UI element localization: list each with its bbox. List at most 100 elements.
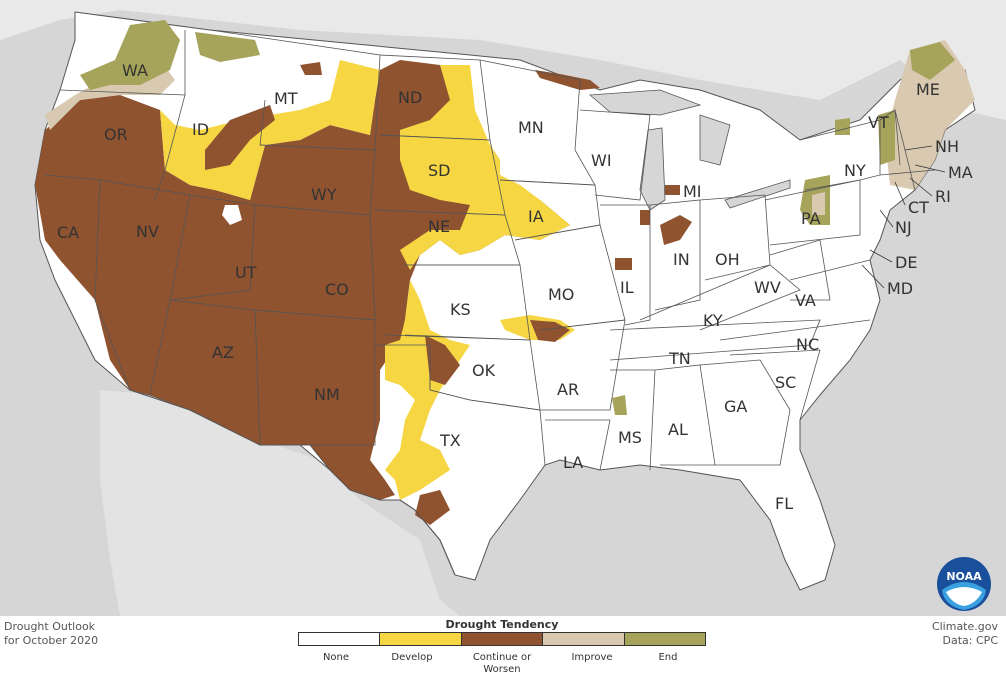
state-label: AL (668, 420, 688, 439)
state-label: WA (122, 61, 148, 80)
state-label: VA (795, 291, 816, 310)
state-label: FL (775, 494, 793, 513)
worsen-montana-north (300, 62, 322, 75)
lake-superior (588, 89, 702, 116)
state-label: NH (935, 137, 959, 156)
credits: Climate.gov Data: CPC (932, 620, 998, 648)
legend-bar (298, 632, 706, 646)
credits-line1: Climate.gov (931, 620, 998, 633)
state-label: MN (518, 118, 544, 137)
lake-erie (724, 179, 791, 209)
end-idaho-north (195, 32, 260, 62)
legend-swatch-improve (543, 633, 625, 645)
state-label: VT (868, 113, 889, 132)
state-label: WI (591, 151, 612, 170)
great-salt-lake (222, 205, 242, 225)
worsen-tx-south (415, 490, 450, 525)
footer: Drought Outlook for October 2020 Drought… (0, 616, 1006, 692)
state-label: NJ (895, 218, 912, 237)
worsen-michigan (665, 185, 680, 195)
worsen-oklahoma (425, 335, 460, 385)
us-mexico-border (129, 389, 456, 576)
state-label: NY (844, 161, 866, 180)
state-label: ME (916, 80, 940, 99)
state-label: WY (311, 185, 337, 204)
state-label: OK (472, 361, 496, 380)
legend-label-develop: Develop (391, 652, 433, 663)
end-mississippi (612, 395, 627, 415)
end-ny (835, 118, 850, 135)
state-label: OH (715, 250, 740, 269)
state-label: MA (948, 163, 973, 182)
legend-labels: None Develop Continue or Worsen Improve … (298, 652, 706, 676)
state-label: WV (754, 278, 781, 297)
noaa-logo-text: NOAA (946, 570, 982, 583)
worsen-montana (205, 105, 275, 170)
state-label: LA (563, 453, 583, 472)
state-label: AR (557, 380, 579, 399)
outlook-title-line2: for October 2020 (4, 634, 99, 647)
outlook-title-line1: Drought Outlook (4, 620, 96, 633)
state-borders (44, 29, 936, 471)
legend-swatch-develop (380, 633, 462, 645)
legend-label-end: End (658, 652, 678, 663)
improve-maine (885, 40, 975, 190)
develop-dakotas (400, 65, 570, 270)
state-labels: WA OR CA NV ID MT WY UT CO AZ NM ND SD N… (57, 61, 973, 513)
state-label: NC (796, 335, 819, 354)
state-label: ID (192, 120, 209, 139)
map-area: WA OR CA NV ID MT WY UT CO AZ NM ND SD N… (0, 0, 1006, 616)
legend-label-none: None (322, 652, 350, 663)
state-label: NV (136, 222, 159, 241)
mexico-land (100, 390, 460, 616)
state-label: SD (428, 161, 450, 180)
worsen-missouri (530, 320, 570, 342)
state-label: IL (620, 278, 634, 297)
state-label: TX (439, 431, 461, 450)
state-label: NE (428, 217, 450, 236)
legend-label-continue-text: Continue or Worsen (472, 652, 532, 675)
state-label: NM (314, 385, 340, 404)
state-label: AZ (212, 343, 234, 362)
state-label: OR (104, 125, 128, 144)
state-label: IA (528, 207, 544, 226)
state-label: GA (724, 397, 747, 416)
state-label: MO (548, 285, 574, 304)
end-vermont (878, 110, 895, 165)
legend-swatch-none (299, 633, 381, 645)
state-label: MD (887, 279, 913, 298)
outlook-title: Drought Outlook for October 2020 (4, 620, 144, 648)
state-label: MT (274, 89, 298, 108)
state-label: MS (618, 428, 642, 447)
state-label: SC (775, 373, 796, 392)
drought-map: WA OR CA NV ID MT WY UT CO AZ NM ND SD N… (0, 0, 1006, 616)
state-label: UT (235, 263, 257, 282)
credits-line2: Data: CPC (942, 634, 998, 647)
worsen-indiana (660, 215, 692, 245)
label-leader-lines (861, 145, 946, 289)
state-label: MI (683, 182, 702, 201)
legend-label-continue: Continue or Worsen (450, 652, 554, 676)
state-label: RI (935, 187, 951, 206)
end-washington (80, 20, 180, 90)
state-label: PA (801, 209, 821, 228)
state-label: IN (673, 250, 690, 269)
lake-huron (699, 114, 731, 166)
legend-swatch-continue (461, 633, 544, 645)
state-label: ND (398, 88, 422, 107)
state-label: CO (325, 280, 349, 299)
worsen-wisconsin (640, 210, 650, 225)
state-label: KS (450, 300, 471, 319)
noaa-logo-icon: NOAA (937, 557, 991, 611)
canada-land (0, 0, 1006, 120)
improve-pa (812, 192, 825, 215)
state-label: CT (908, 198, 929, 217)
state-label: DE (895, 253, 917, 272)
end-maine (910, 42, 955, 80)
state-label: CA (57, 223, 79, 242)
state-label: KY (703, 311, 723, 330)
legend-swatch-end (624, 633, 706, 645)
state-label: TN (668, 349, 691, 368)
worsen-illinois (615, 258, 632, 270)
legend-title: Drought Tendency (445, 618, 559, 631)
